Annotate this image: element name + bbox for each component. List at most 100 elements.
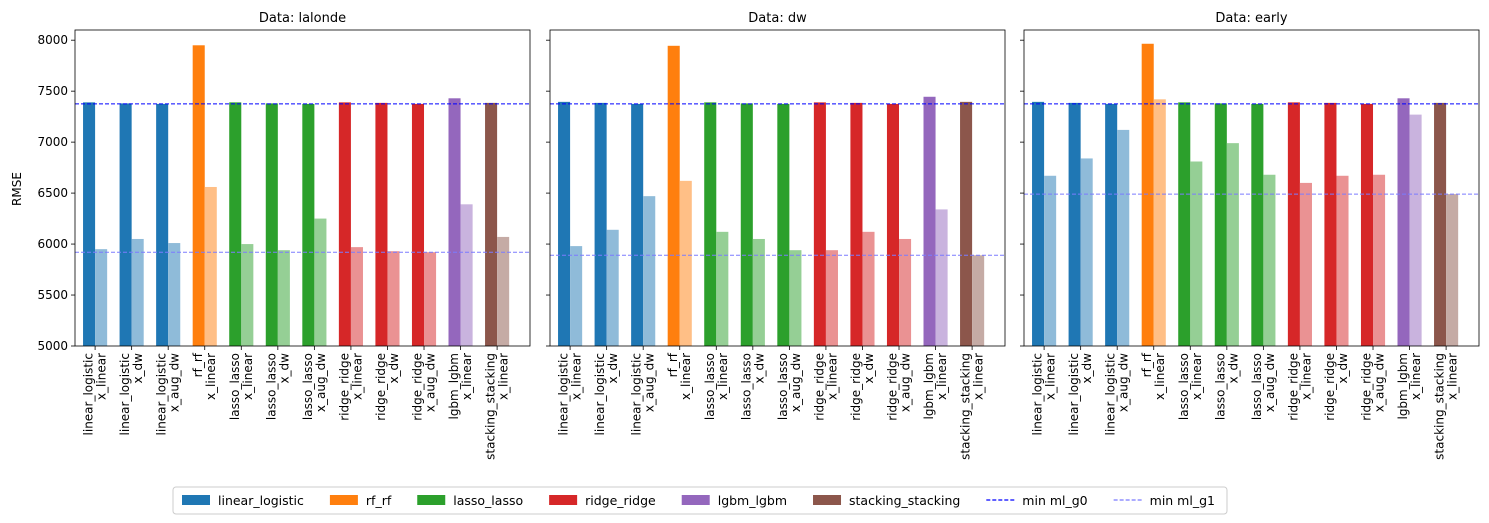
chart-panels: Data: lalonde linear_logisticx_linear line… [37,11,1480,460]
bar-ml-g0 [192,45,205,347]
bar-ml-g1 [679,180,692,346]
plot-frame [549,29,1006,347]
bar-ml-g1 [862,231,875,346]
plot-frame [74,29,531,347]
bar-ml-g0 [1032,101,1045,346]
bar-ml-g1 [241,244,254,346]
bar-ml-g0 [1068,102,1081,346]
x-tick-label: lgbm_lgbmx_linear [447,353,474,420]
x-tick-label: ridge_ridgex_aug_dw [1360,353,1387,421]
y-tick-label: 6000 [37,237,68,251]
bar-ml-g1 [789,250,802,346]
x-tick-label: linear_logisticx_dw [118,353,145,436]
x-tick-label: lasso_lassox_aug_dw [776,353,803,420]
legend-swatch [681,495,710,505]
panel-2: Data: early linear_logisticx_linear linear… [1020,11,1480,460]
bar-ml-g1 [168,243,181,346]
legend-entry: min ml_g0 [986,493,1088,508]
bar-ml-g0 [119,103,132,346]
y-tick-label: 8000 [37,33,68,47]
legend-label: lasso_lasso [453,493,523,508]
bar-ml-g0 [594,102,607,346]
bar-ml-g1 [643,196,656,346]
bar-ml-g1 [1226,143,1239,346]
x-tick-label: lasso_lassox_dw [739,353,766,420]
bar-ml-g1 [424,252,437,346]
bar-ml-g0 [338,102,351,346]
panel-1: Data: dw linear_logisticx_linear linear_lo… [546,11,1006,460]
x-tick-label: lasso_lassox_dw [1213,353,1240,420]
bar-ml-g0 [1178,102,1191,346]
bar-ml-g0 [302,103,315,346]
x-tick-label: ridge_ridgex_dw [1323,353,1350,421]
x-tick-label: rf_rfx_linear [191,352,218,400]
legend-label: stacking_stacking [849,493,960,508]
legend-swatch [549,495,578,505]
bar-ml-g0 [631,103,644,346]
panel-title: Data: early [1215,11,1287,26]
x-tick-label: linear_logisticx_dw [1067,353,1094,436]
y-tick-label: 5000 [37,339,68,353]
legend-entry: ridge_ridge [549,493,656,508]
bar-ml-g1 [1080,158,1093,346]
x-tick-label: linear_logisticx_linear [557,353,584,436]
bar-ml-g0 [777,103,790,346]
panel-0: Data: lalonde linear_logisticx_linear line… [37,11,531,460]
legend-label: linear_logistic [218,493,304,508]
legend-swatch [813,495,842,505]
bar-ml-g0 [156,103,169,346]
x-tick-label: stacking_stackingx_linear [484,353,511,460]
x-tick-label: ridge_ridgex_aug_dw [886,353,913,421]
bar-ml-g0 [740,103,753,346]
x-tick-label: lasso_lassox_linear [703,353,730,420]
x-tick-label: lasso_lassox_aug_dw [1250,353,1277,420]
legend-label: ridge_ridge [585,493,656,508]
x-tick-label: linear_logisticx_linear [82,353,109,436]
bar-ml-g1 [460,204,473,346]
bar-ml-g0 [813,102,826,346]
bar-ml-g0 [960,101,973,346]
bar-ml-g0 [704,102,717,346]
bar-ml-g1 [204,186,217,346]
bar-ml-g0 [1287,102,1300,346]
bar-ml-g0 [886,103,900,346]
legend-swatch [417,495,446,505]
bar-ml-g1 [314,218,327,346]
bar-ml-g0 [1324,102,1337,346]
bar-ml-g1 [752,238,765,346]
x-tick-label: lasso_lassox_aug_dw [301,353,328,420]
x-tick-label: ridge_ridgex_linear [337,353,364,421]
x-tick-label: ridge_ridgex_linear [812,353,839,421]
bar-ml-g0 [923,96,936,347]
bar-ml-g1 [1263,174,1276,346]
bar-ml-g1 [570,246,583,346]
bar-ml-g0 [375,102,388,346]
legend-entry: linear_logistic [182,493,304,508]
bar-ml-g1 [95,249,108,346]
x-tick-label: linear_logisticx_linear [1031,353,1058,436]
bar-ml-g0 [485,102,498,346]
bar-ml-g1 [1409,114,1422,347]
y-tick-label: 5500 [37,288,68,302]
bar-ml-g0 [1105,103,1118,346]
x-tick-label: ridge_ridgex_linear [1286,353,1313,421]
bar-ml-g0 [229,102,242,346]
bar-ml-g1 [972,255,985,346]
x-tick-label: lasso_lassox_dw [264,353,291,420]
x-tick-label: linear_logisticx_aug_dw [630,353,657,436]
legend: linear_logistic rf_rf lasso_lasso ridge_rid… [172,486,1228,515]
x-tick-label: lgbm_lgbmx_linear [922,353,949,420]
x-tick-label: lgbm_lgbmx_linear [1396,353,1423,420]
bar-ml-g1 [716,231,729,346]
legend-entry: lgbm_lgbm [681,493,787,508]
bar-ml-g1 [1299,182,1312,346]
panel-title: Data: dw [748,11,807,26]
bar-ml-g0 [1251,103,1264,346]
x-tick-label: linear_logisticx_aug_dw [155,353,182,436]
bar-ml-g1 [131,238,144,346]
legend-label: min ml_g0 [1022,493,1087,508]
y-axis-label: RMSE [10,172,24,206]
bar-ml-g0 [411,103,425,346]
legend-swatch [182,495,210,505]
